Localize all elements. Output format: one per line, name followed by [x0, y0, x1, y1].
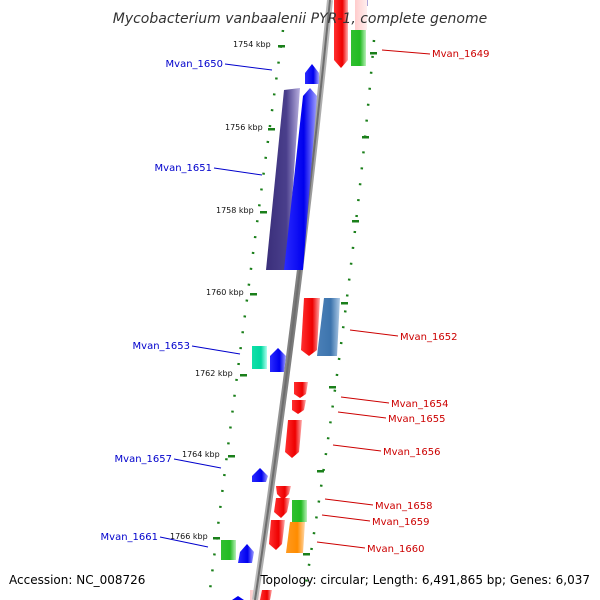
- accession-text: Accession: NC_008726: [9, 573, 146, 587]
- gene-arrow-mvan-1658: [276, 486, 291, 500]
- gene-label-mvan-1649: Mvan_1649: [432, 49, 489, 60]
- label-leader-line: [213, 167, 263, 176]
- major-tick: [240, 374, 247, 377]
- map-title: Mycobacterium vanbaalenii PYR-1, complet…: [113, 11, 488, 27]
- gene-arrow-mvan-1656: [285, 420, 302, 458]
- label-leader-line: [191, 345, 241, 355]
- label-leader-line: [381, 49, 431, 55]
- gene-label-mvan-1660: Mvan_1660: [367, 544, 424, 555]
- major-tick: [352, 220, 359, 223]
- gene-label-mvan-1651: Mvan_1651: [155, 163, 212, 174]
- label-leader-line: [324, 498, 374, 506]
- genome-backbone-core: [254, 0, 331, 600]
- label-leader-line: [173, 458, 222, 469]
- tick-label: 1764 kbp: [182, 450, 220, 459]
- gene-arrow-mvan-1659: [292, 500, 307, 522]
- gene-label-mvan-1654: Mvan_1654: [391, 399, 448, 410]
- label-leader-line: [349, 329, 399, 337]
- major-tick: [341, 302, 348, 305]
- label-leader-line: [337, 411, 387, 419]
- tick-label: 1758 kbp: [216, 206, 254, 215]
- tick-label: 1766 kbp: [170, 532, 208, 541]
- major-tick: [329, 386, 336, 389]
- tick-label: 1762 kbp: [195, 369, 233, 378]
- major-tick: [260, 211, 267, 214]
- gene-arrow-mvan-1661: [221, 540, 236, 560]
- gene-label-mvan-1657: Mvan_1657: [115, 454, 172, 465]
- gene-label-mvan-1659: Mvan_1659: [372, 517, 429, 528]
- gene-label-mvan-1655: Mvan_1655: [388, 414, 445, 425]
- label-leader-line: [321, 514, 371, 522]
- gene-arrow-red: [269, 520, 285, 550]
- gene-arrow-mvan-1652: [317, 298, 340, 356]
- gene-arrow-mvan-1651: [266, 88, 300, 270]
- gene-arrow-mvan-1657: [252, 468, 268, 482]
- gene-arrow-pink: [355, 0, 367, 30]
- major-tick: [362, 136, 369, 139]
- tick-label: 1760 kbp: [206, 288, 244, 297]
- major-tick: [370, 52, 377, 55]
- major-tick: [268, 128, 275, 131]
- gene-arrow-blue-long: [284, 88, 317, 270]
- gene-arrow-blue: [270, 348, 286, 372]
- gene-arrow-offscreen-bottom-blue: [232, 596, 244, 600]
- gene-arrow-blue: [238, 544, 254, 563]
- scale-arc-left: [208, 29, 285, 591]
- gene-arrow-mvan-1650: [305, 64, 319, 84]
- tick-label: 1754 kbp: [233, 40, 271, 49]
- gene-arrow-red: [334, 0, 348, 68]
- gene-arrow-mvan-1655: [292, 400, 306, 414]
- major-tick: [250, 293, 257, 296]
- major-tick: [228, 455, 235, 458]
- gene-arrow-mvan-1654: [294, 382, 308, 398]
- major-tick: [303, 553, 310, 556]
- gene-arrow-green: [351, 30, 366, 66]
- gene-arrow-red: [274, 498, 290, 518]
- gene-label-mvan-1661: Mvan_1661: [101, 532, 158, 543]
- gene-arrow-red: [301, 298, 320, 356]
- gene-label-mvan-1658: Mvan_1658: [375, 501, 432, 512]
- gene-arrow-mvan-1653: [252, 346, 267, 369]
- label-leader-line: [159, 536, 209, 548]
- tick-label: 1756 kbp: [225, 123, 263, 132]
- label-leader-line: [332, 444, 382, 452]
- label-leader-line: [340, 396, 390, 404]
- genome-summary-text: Topology: circular; Length: 6,491,865 bp…: [260, 573, 590, 587]
- gene-arrow-offscreen-bottom-red: [260, 590, 272, 600]
- gene-label-mvan-1653: Mvan_1653: [133, 341, 190, 352]
- major-tick: [278, 45, 285, 48]
- major-tick: [213, 537, 220, 540]
- gene-label-mvan-1652: Mvan_1652: [400, 332, 457, 343]
- gene-arrow-mvan-1660: [286, 522, 305, 553]
- label-leader-line: [316, 541, 366, 549]
- gene-label-mvan-1650: Mvan_1650: [166, 59, 223, 70]
- gene-label-mvan-1656: Mvan_1656: [383, 447, 440, 458]
- major-tick: [317, 470, 324, 473]
- label-leader-line: [224, 63, 273, 71]
